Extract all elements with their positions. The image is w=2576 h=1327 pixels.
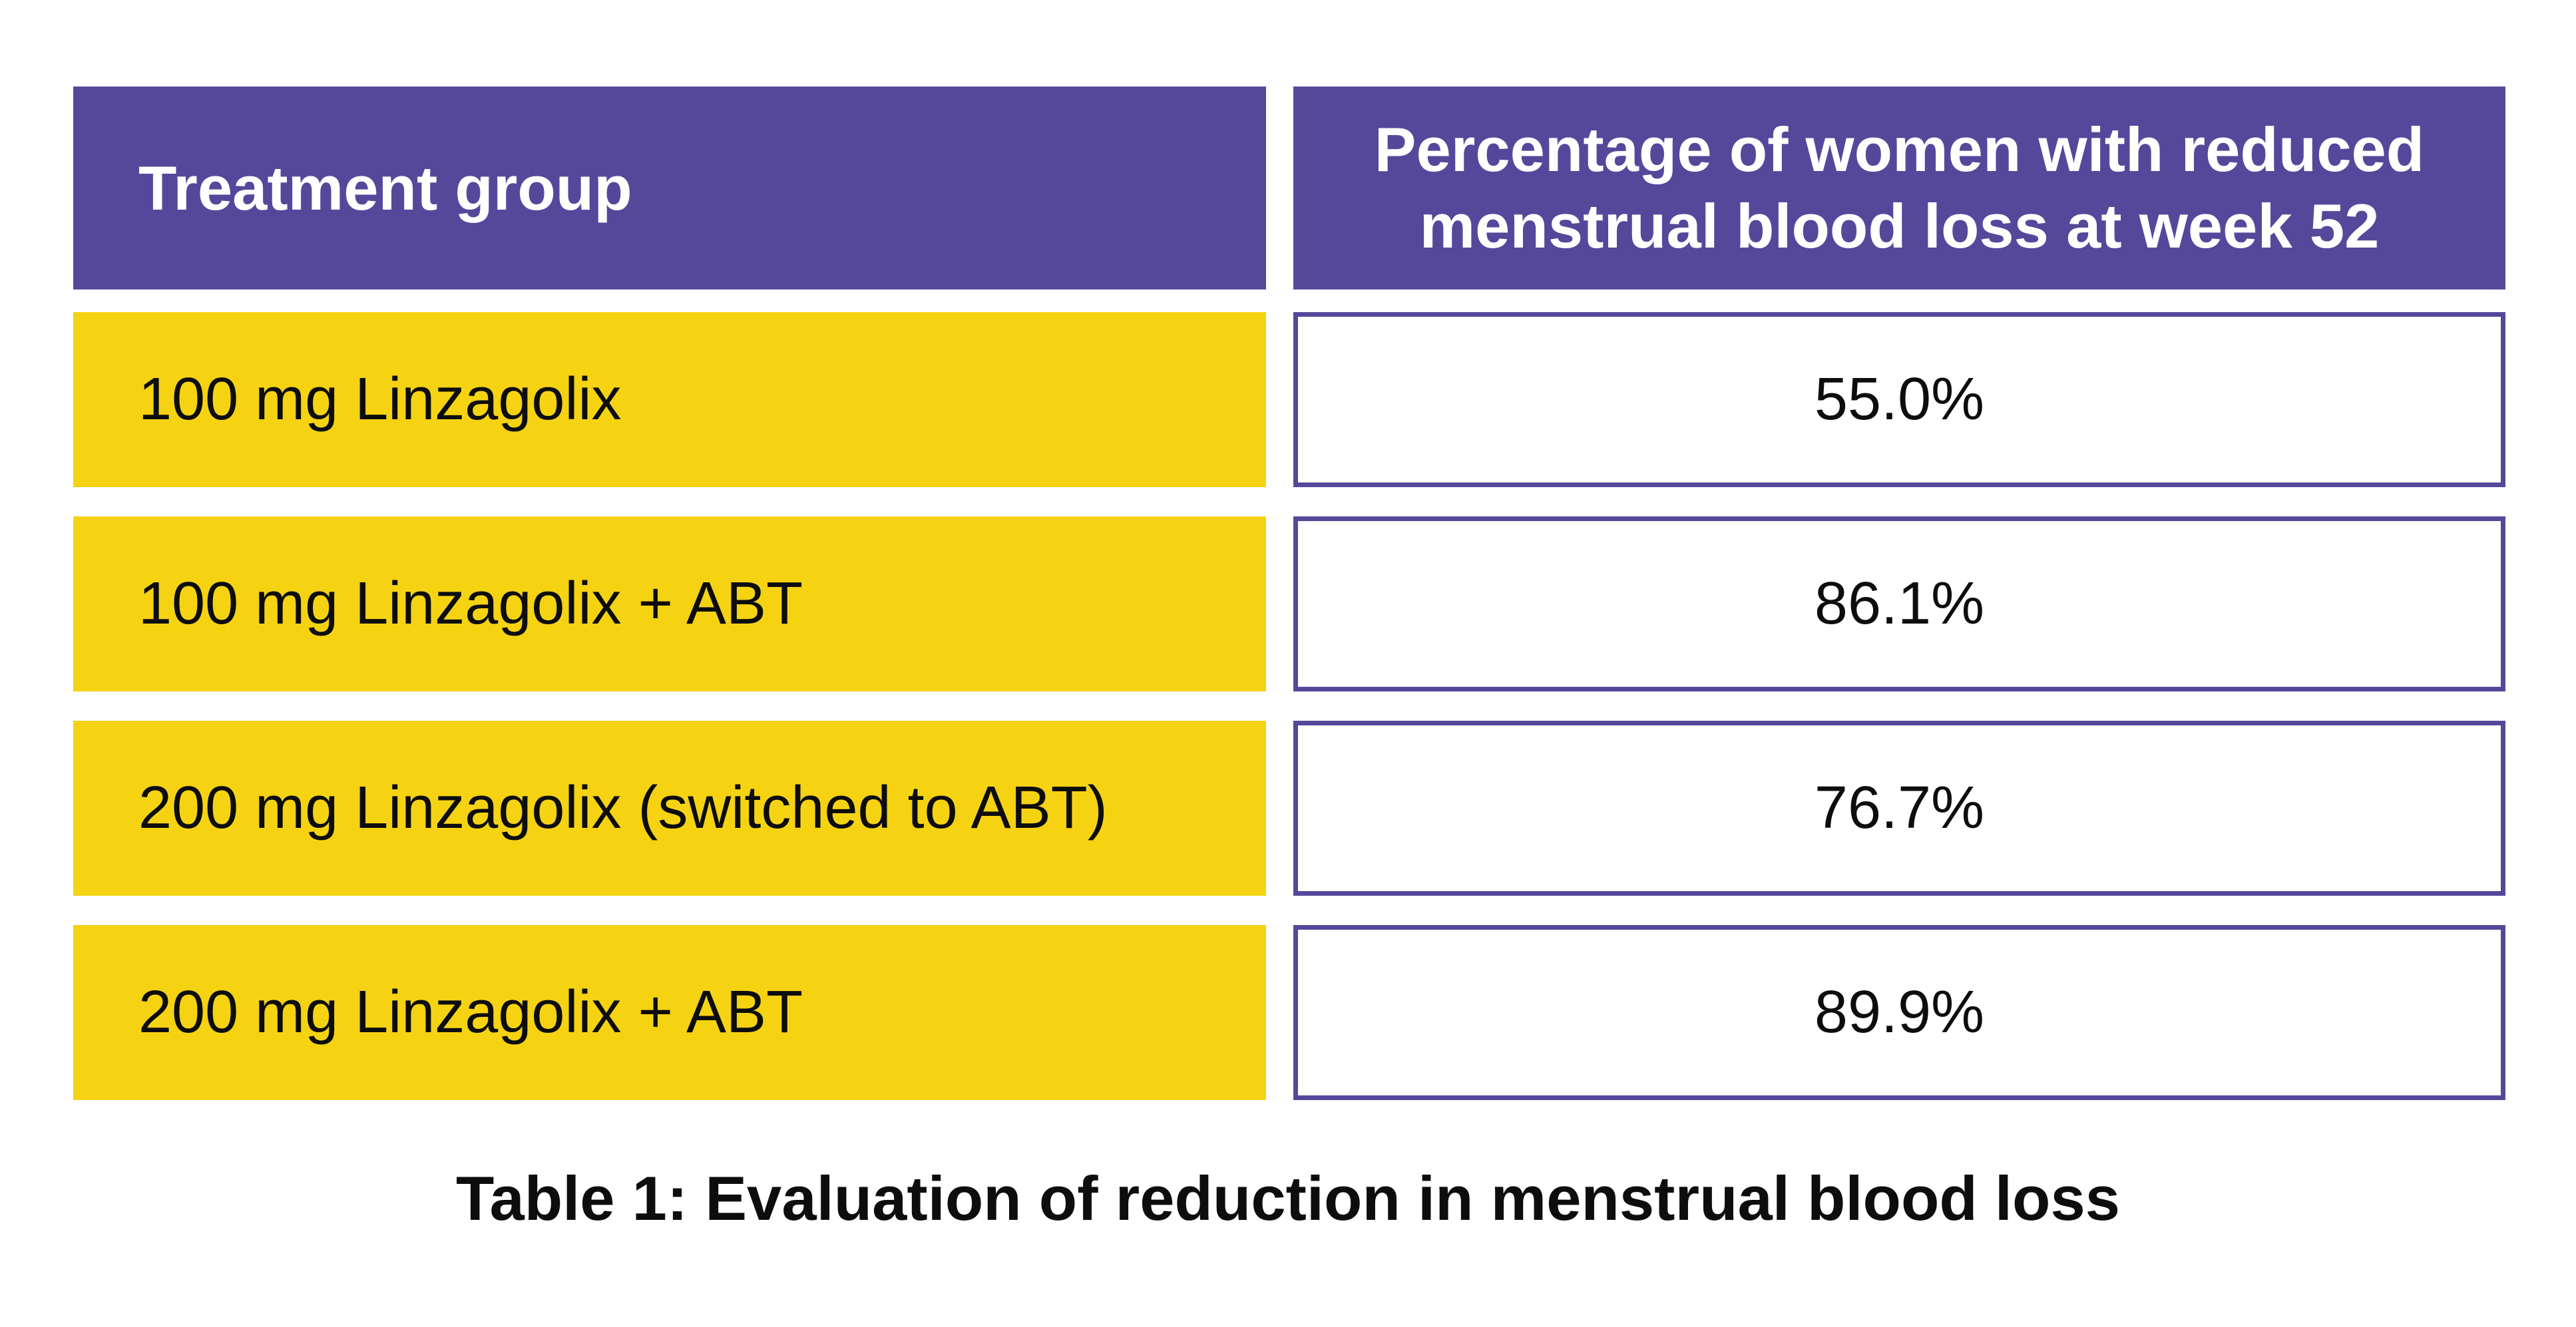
treatment-group-label: 200 mg Linzagolix (switched to ABT) [138,775,1108,841]
header-cell-treatment-group: Treatment group [73,87,1266,289]
percentage-value: 76.7% [1814,775,1985,841]
percentage-value: 86.1% [1814,570,1985,637]
header-treatment-group-label: Treatment group [138,152,632,223]
percentage-value: 89.9% [1814,979,1985,1045]
treatment-group-label: 100 mg Linzagolix [138,366,622,433]
table-row: 100 mg Linzagolix 55.0% [73,312,2505,487]
results-table: Treatment group Percentage of women with… [73,87,2505,1129]
percentage-value-cell: 89.9% [1293,925,2505,1100]
treatment-group-cell: 100 mg Linzagolix + ABT [73,516,1266,691]
table-row: 200 mg Linzagolix (switched to ABT) 76.7… [73,721,2505,896]
percentage-value-cell: 86.1% [1293,516,2505,691]
table-row: 100 mg Linzagolix + ABT 86.1% [73,516,2505,691]
percentage-value: 55.0% [1814,366,1985,433]
treatment-group-label: 100 mg Linzagolix + ABT [138,570,803,637]
header-cell-percentage: Percentage of women with reduced menstru… [1293,87,2505,289]
treatment-group-label: 200 mg Linzagolix + ABT [138,979,803,1045]
treatment-group-cell: 100 mg Linzagolix [73,312,1266,487]
header-percentage-label: Percentage of women with reduced menstru… [1374,114,2425,261]
treatment-group-cell: 200 mg Linzagolix (switched to ABT) [73,721,1266,896]
percentage-value-cell: 55.0% [1293,312,2505,487]
table-header-row: Treatment group Percentage of women with… [73,87,2505,289]
table-caption: Table 1: Evaluation of reduction in mens… [456,1163,2120,1233]
treatment-group-cell: 200 mg Linzagolix + ABT [73,925,1266,1100]
percentage-value-cell: 76.7% [1293,721,2505,896]
table-row: 200 mg Linzagolix + ABT 89.9% [73,925,2505,1100]
